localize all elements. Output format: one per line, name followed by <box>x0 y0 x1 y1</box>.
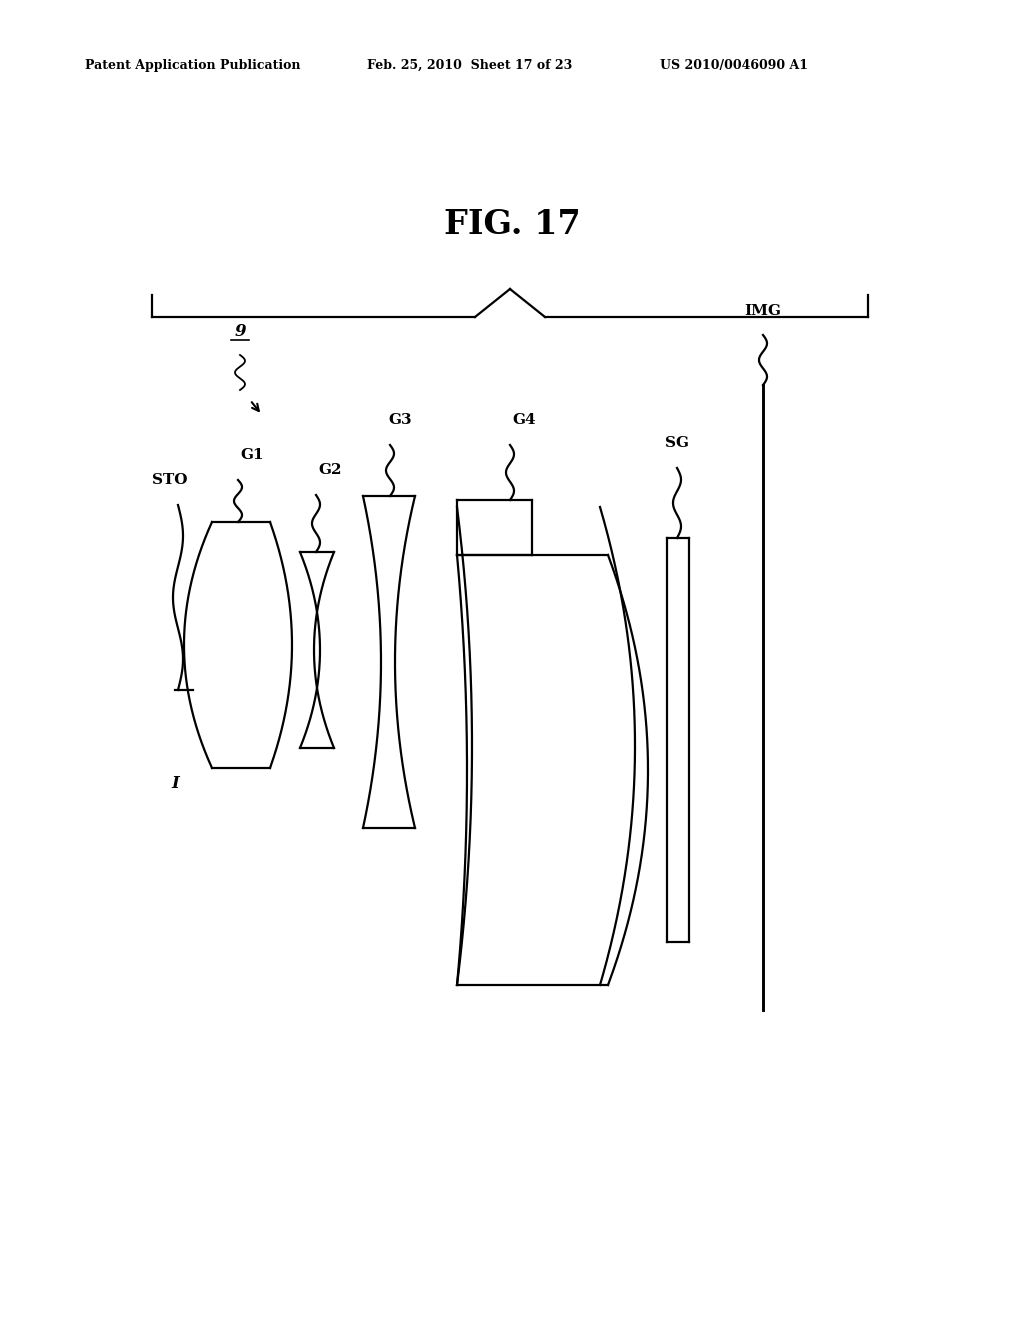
Text: IMG: IMG <box>744 304 781 318</box>
Text: SG: SG <box>665 436 689 450</box>
Text: G1: G1 <box>240 447 263 462</box>
Text: Patent Application Publication: Patent Application Publication <box>85 58 300 71</box>
Text: G4: G4 <box>512 413 536 426</box>
Text: US 2010/0046090 A1: US 2010/0046090 A1 <box>660 58 808 71</box>
Text: G3: G3 <box>388 413 412 426</box>
Text: I: I <box>171 775 179 792</box>
Text: STO: STO <box>153 473 187 487</box>
Text: FIG. 17: FIG. 17 <box>443 209 581 242</box>
Text: Feb. 25, 2010  Sheet 17 of 23: Feb. 25, 2010 Sheet 17 of 23 <box>367 58 572 71</box>
Text: 9: 9 <box>234 323 246 341</box>
Text: G2: G2 <box>318 463 341 477</box>
